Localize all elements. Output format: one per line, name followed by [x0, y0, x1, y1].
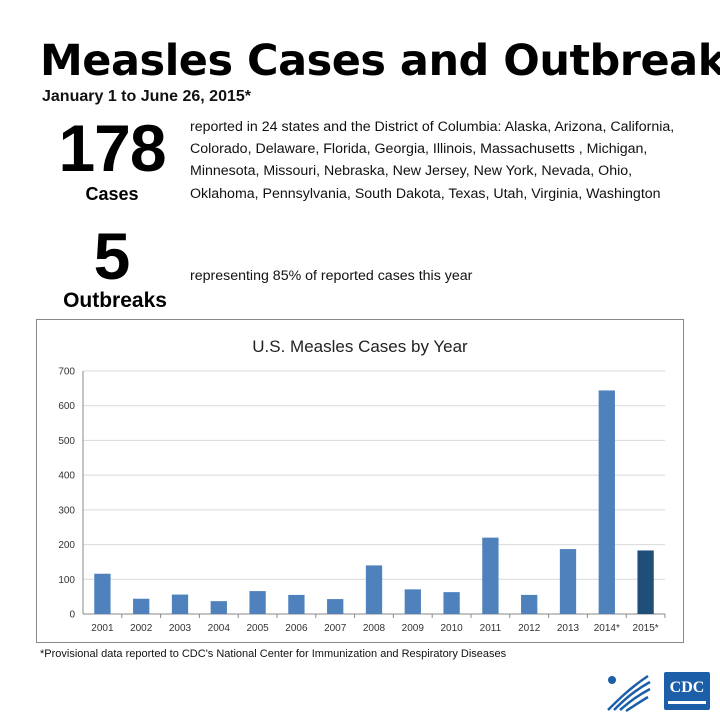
x-tick-label: 2010 [440, 623, 463, 634]
footnote: *Provisional data reported to CDC's Nati… [40, 648, 507, 660]
cases-label: Cases [85, 184, 139, 204]
x-tick-label: 2003 [169, 623, 192, 634]
x-tick-label: 2011 [480, 623, 502, 634]
bar [288, 594, 305, 614]
cases-description: reported in 24 states and the District o… [190, 119, 675, 202]
bar [443, 592, 460, 614]
y-tick-label: 300 [58, 505, 75, 516]
measles-chart: U.S. Measles Cases by Year 0 100 200 300 400 5… [36, 319, 684, 643]
x-tick-label: 2005 [246, 623, 269, 634]
bar [559, 549, 577, 614]
bar [598, 390, 615, 614]
chart-svg: U.S. Measles Cases by Year 0 100 200 300 400 5… [58, 337, 666, 634]
bar [171, 594, 189, 614]
y-tick-label: 500 [58, 436, 75, 447]
y-tick-label: 400 [58, 471, 75, 482]
x-tick-label: 2006 [285, 623, 308, 634]
page-subtitle: January 1 to June 26, 2015* [42, 88, 251, 105]
x-tick-label: 2007 [324, 623, 347, 634]
x-tick-label: 2001 [91, 623, 114, 634]
bar [210, 601, 227, 614]
y-tick-label: 700 [58, 367, 75, 378]
bar [637, 550, 654, 614]
y-tick-label: 0 [69, 610, 75, 621]
x-tick-label: 2012 [518, 623, 541, 634]
bar [482, 537, 499, 614]
x-tick-label: 2002 [130, 623, 153, 634]
chart-title: U.S. Measles Cases by Year [252, 337, 468, 356]
y-tick-label: 100 [58, 575, 75, 586]
bar [365, 565, 383, 614]
page-title: Measles Cases and Outbreaks [40, 36, 720, 86]
x-tick-label: 2015* [633, 623, 659, 634]
x-tick-label: 2009 [402, 623, 425, 634]
bar [133, 598, 150, 614]
bar [249, 591, 266, 614]
hhs-eagle-icon [607, 674, 651, 713]
cases-count: 178 [58, 111, 166, 185]
x-tick-label: 2004 [208, 623, 231, 634]
cdc-logo: CDC [664, 672, 710, 710]
x-tick-label: 2008 [363, 623, 386, 634]
x-tick-label: 2013 [557, 623, 580, 634]
bar [327, 599, 344, 614]
outbreaks-description: representing 85% of reported cases this … [190, 268, 473, 284]
outbreaks-label: Outbreaks [63, 289, 167, 312]
cdc-logo-text: CDC [669, 679, 705, 696]
y-tick-label: 600 [58, 401, 75, 412]
x-tick-label: 2014* [594, 623, 620, 634]
bar [94, 573, 111, 614]
outbreaks-count: 5 [93, 219, 131, 293]
y-tick-label: 200 [58, 540, 75, 551]
bar [521, 594, 538, 614]
bar [404, 589, 421, 614]
